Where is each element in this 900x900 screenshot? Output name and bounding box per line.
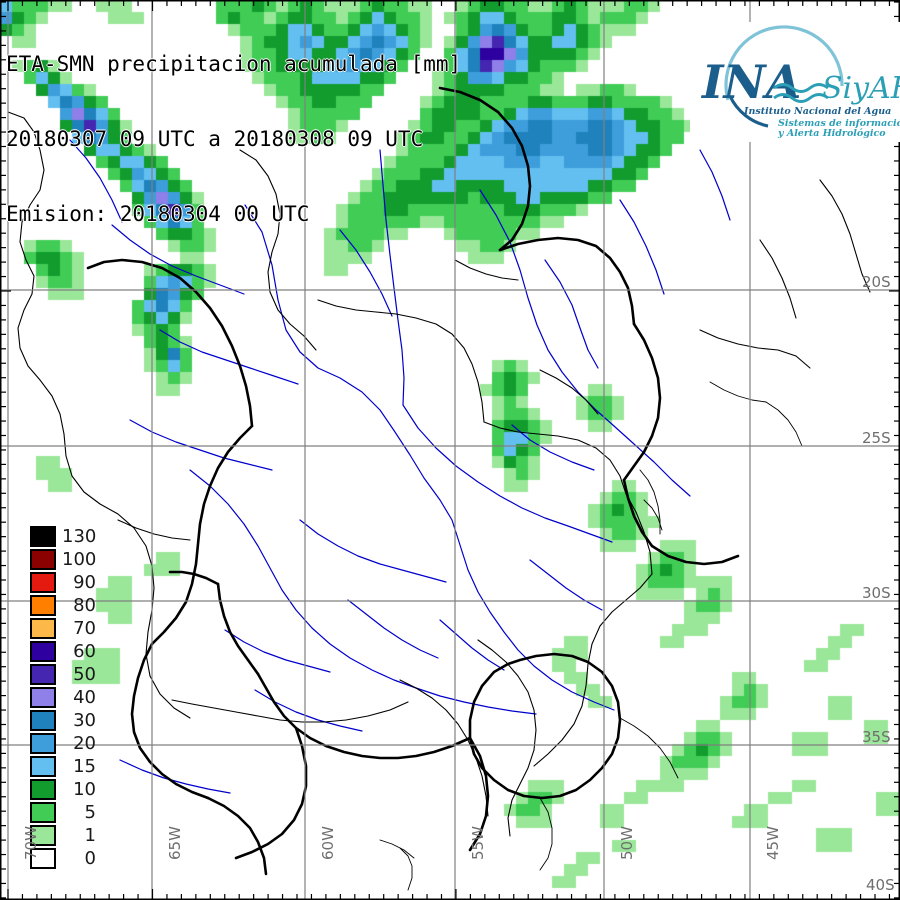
legend-label-20: 20 xyxy=(73,733,96,754)
legend-swatch-80 xyxy=(30,595,56,616)
legend-swatch-90 xyxy=(30,572,56,593)
legend-row: 10 xyxy=(30,778,96,801)
logo-wave-icon xyxy=(773,83,829,103)
legend-label-10: 10 xyxy=(73,779,96,800)
logo-arc-lower xyxy=(728,95,769,128)
legend-label-40: 40 xyxy=(73,687,96,708)
legend-swatch-130 xyxy=(30,526,56,547)
legend-swatch-10 xyxy=(30,779,56,800)
legend-swatch-0 xyxy=(30,848,56,869)
legend-label-80: 80 xyxy=(73,595,96,616)
axis-label-lon-55W: 55W xyxy=(469,826,487,860)
logo-subtitle-1: Instituto Nacional del Agua xyxy=(743,106,891,117)
axis-label-lat-25S: 25S xyxy=(862,429,891,447)
legend-label-30: 30 xyxy=(73,710,96,731)
legend-label-15: 15 xyxy=(73,756,96,777)
title-line-1: ETA-SMN precipitacion acumulada [mm] xyxy=(6,52,462,76)
legend-row: 60 xyxy=(30,640,96,663)
legend-row: 70 xyxy=(30,617,96,640)
legend-label-1: 1 xyxy=(84,825,96,846)
legend-label-50: 50 xyxy=(73,664,96,685)
legend-label-5: 5 xyxy=(84,802,96,823)
ina-siyah-logo: INA SiyAH Instituto Nacional del Agua Si… xyxy=(690,22,900,142)
legend-row: 80 xyxy=(30,594,96,617)
legend-swatch-5 xyxy=(30,802,56,823)
legend-swatch-15 xyxy=(30,756,56,777)
axis-label-lon-65W: 65W xyxy=(166,826,184,860)
logo-acronym: INA xyxy=(700,55,801,109)
legend-row: 90 xyxy=(30,571,96,594)
legend-row: 15 xyxy=(30,755,96,778)
legend-label-100: 100 xyxy=(62,549,97,570)
legend-swatch-60 xyxy=(30,641,56,662)
axis-label-lat-20S: 20S xyxy=(862,273,891,291)
legend-swatch-30 xyxy=(30,710,56,731)
legend-label-130: 130 xyxy=(62,526,97,547)
logo-subtitle-3: y Alerta Hidrológico xyxy=(777,128,886,139)
legend-row: 1 xyxy=(30,824,96,847)
coastline-detail-layer xyxy=(379,381,803,891)
legend-row: 130 xyxy=(30,525,96,548)
logo-arc xyxy=(724,25,844,101)
legend-swatch-70 xyxy=(30,618,56,639)
legend-label-0: 0 xyxy=(84,848,96,869)
legend-label-60: 60 xyxy=(73,641,96,662)
legend-row: 5 xyxy=(30,801,96,824)
legend-swatch-40 xyxy=(30,687,56,708)
title-line-2: 20180307 09 UTC a 20180308 09 UTC xyxy=(6,127,424,151)
logo-subtitle-2: Sistemas de información xyxy=(778,118,900,129)
country-borders-layer xyxy=(86,86,740,876)
color-scale-legend: 130 100 90 80 70 60 50 40 30 20 15 10 5 1 0 xyxy=(30,525,96,870)
axis-label-lon-60W: 60W xyxy=(319,826,337,860)
title-line-3: Emision: 20180304 00 UTC xyxy=(6,202,310,226)
legend-row: 50 xyxy=(30,663,96,686)
axis-label-lat-30S: 30S xyxy=(862,584,891,602)
legend-swatch-50 xyxy=(30,664,56,685)
legend-swatch-20 xyxy=(30,733,56,754)
legend-swatch-100 xyxy=(30,549,56,570)
legend-label-70: 70 xyxy=(73,618,96,639)
legend-row: 30 xyxy=(30,709,96,732)
province-borders-layer xyxy=(7,111,871,837)
legend-label-90: 90 xyxy=(73,572,96,593)
axis-label-corner: 40S xyxy=(866,876,895,894)
axis-label-lon-50W: 50W xyxy=(618,826,636,860)
legend-row: 40 xyxy=(30,686,96,709)
axis-label-lon-70W: 70W xyxy=(22,826,40,860)
legend-row: 0 xyxy=(30,847,96,870)
legend-swatch-1 xyxy=(30,825,56,846)
axis-label-lat-35S: 35S xyxy=(862,728,891,746)
legend-row: 100 xyxy=(30,548,96,571)
axis-label-lon-45W: 45W xyxy=(764,826,782,860)
legend-row: 20 xyxy=(30,732,96,755)
logo-product: SiyAH xyxy=(822,71,900,106)
figure-title-block: ETA-SMN precipitacion acumulada [mm] 201… xyxy=(6,2,461,277)
